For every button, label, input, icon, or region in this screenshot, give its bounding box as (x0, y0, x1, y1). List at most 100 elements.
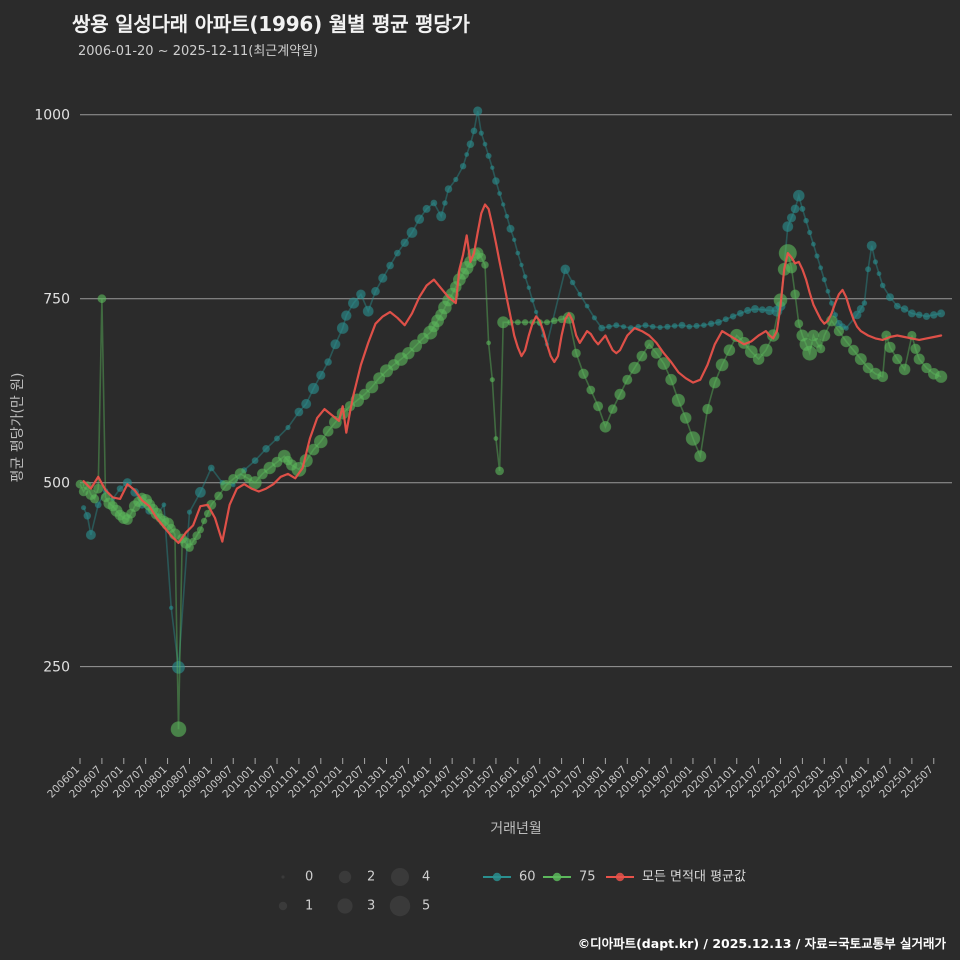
legend-series-label: 75 (579, 870, 596, 885)
data-bubble (715, 358, 729, 372)
data-bubble (915, 311, 923, 319)
data-bubble (301, 398, 312, 409)
data-bubble (459, 162, 467, 170)
data-bubble (884, 341, 896, 353)
x-axis-title: 거래년월 (490, 821, 542, 837)
data-bubble (877, 371, 889, 383)
data-bubble (584, 303, 590, 309)
data-bubble (644, 339, 654, 350)
data-bubble (436, 211, 447, 222)
data-bubble (515, 250, 521, 256)
data-bubble (816, 344, 826, 354)
legend-series-marker (552, 872, 562, 882)
data-bubble (678, 321, 686, 329)
data-bubble (665, 373, 677, 386)
data-bubble (251, 457, 259, 465)
data-bubble (693, 322, 700, 329)
data-bubble (852, 310, 862, 320)
data-bubble (715, 318, 722, 326)
legend-size-label: 5 (422, 899, 430, 914)
data-bubble (497, 316, 510, 329)
data-bubble (900, 305, 909, 313)
data-bubble (186, 509, 193, 515)
data-bubble (313, 434, 328, 449)
data-bubble (840, 335, 852, 348)
data-bubble (168, 605, 174, 610)
data-bubble (371, 286, 380, 296)
data-bubble (294, 407, 304, 417)
data-bubble (729, 313, 737, 320)
legend-size-label: 3 (367, 899, 375, 914)
data-bubble (664, 323, 671, 330)
data-bubble (803, 217, 809, 224)
data-bubble (262, 444, 270, 453)
data-bubble (790, 204, 800, 214)
data-bubble (910, 343, 921, 355)
data-bubble (821, 276, 827, 283)
data-bubble (701, 322, 707, 329)
legend-size-marker (391, 868, 409, 886)
data-bubble (686, 323, 693, 330)
data-bubble (400, 238, 409, 247)
data-bubble (650, 347, 663, 359)
legend-series-label: 60 (519, 870, 536, 885)
data-bubble (430, 199, 438, 207)
data-bubble (599, 420, 612, 433)
data-bubble (913, 353, 925, 365)
data-bubble (526, 285, 531, 290)
data-bubble (409, 339, 423, 353)
y-tick-label: 750 (43, 292, 70, 308)
data-bubble (234, 468, 247, 480)
data-bubble (365, 380, 379, 394)
data-bubble (358, 388, 371, 400)
data-bubble (708, 320, 715, 327)
data-bubble (476, 252, 487, 263)
data-bubble (453, 176, 459, 183)
data-bubble (481, 261, 489, 269)
data-bubble (356, 289, 366, 300)
data-bubble (865, 266, 872, 273)
data-bubble (785, 262, 798, 274)
data-bubble (207, 464, 215, 472)
data-bubble (422, 204, 431, 213)
data-bubble (495, 466, 505, 476)
data-bubble (657, 357, 671, 370)
data-bubble (872, 259, 879, 265)
legend-size-label: 4 (422, 870, 430, 885)
data-bubble (90, 494, 100, 504)
data-bubble (893, 302, 901, 310)
data-bubble (792, 189, 805, 202)
data-bubble (83, 511, 92, 520)
y-tick-label: 500 (43, 476, 70, 492)
data-bubble (613, 322, 620, 329)
data-bubble (464, 152, 470, 157)
data-bubble (161, 502, 167, 508)
data-bubble (671, 393, 686, 407)
data-bubble (828, 300, 835, 306)
series-75 (75, 244, 948, 737)
data-bubble (336, 322, 349, 334)
data-bubble (406, 227, 418, 238)
data-bubble (752, 353, 765, 365)
data-bubble (192, 531, 202, 541)
data-bubble (685, 431, 701, 446)
data-bubble (492, 177, 500, 185)
data-bubble (466, 140, 475, 149)
data-bubble (759, 343, 773, 357)
data-bubble (811, 241, 816, 247)
chart-subtitle: 2006-01-20 ~ 2025-12-11(최근계약일) (78, 44, 319, 59)
data-bubble (636, 350, 648, 362)
data-bubble (504, 213, 510, 219)
data-bubble (591, 315, 598, 321)
data-bubble (921, 362, 932, 374)
data-bubble (758, 306, 766, 314)
data-bubble (751, 304, 760, 313)
data-bubble (214, 491, 224, 501)
data-bubble (856, 304, 865, 313)
data-bubble (172, 661, 185, 674)
data-bubble (521, 319, 529, 326)
data-bubble (444, 185, 453, 193)
data-bubble (550, 317, 558, 325)
data-bubble (671, 323, 678, 329)
